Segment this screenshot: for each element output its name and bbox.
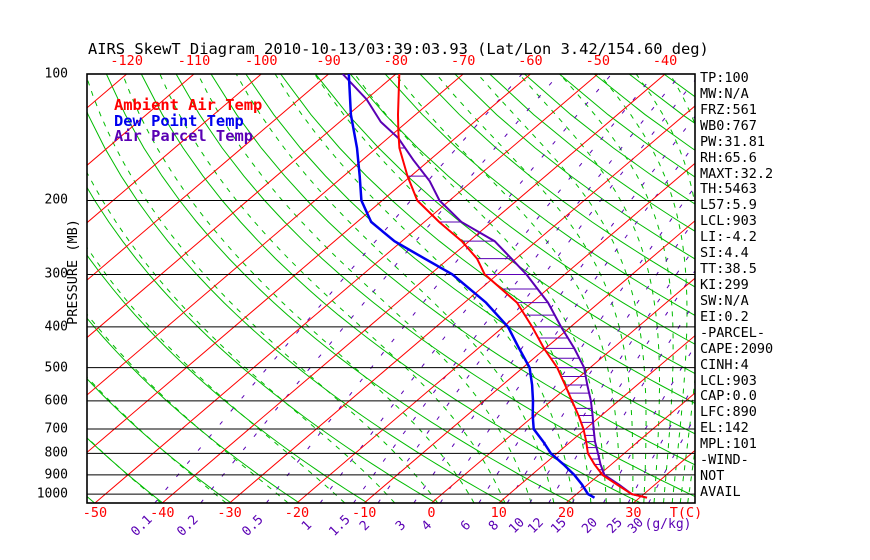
temp-unit-label: T(C)	[669, 505, 703, 521]
bottom-temp-tick: 10	[490, 505, 507, 521]
panel-line: WB0:767	[700, 117, 757, 134]
pressure-tick: 100	[44, 66, 68, 82]
panel-line: LFC:890	[700, 404, 757, 421]
top-temp-tick: -80	[383, 53, 409, 69]
pressure-tick: 200	[44, 192, 68, 208]
panel-line: CINH:4	[700, 356, 749, 373]
top-temp-tick: -110	[177, 53, 211, 69]
panel-line: RH:65.6	[700, 149, 757, 166]
panel-line: PW:31.81	[700, 133, 766, 150]
dew-point-temp-curve	[347, 74, 596, 499]
bottom-temp-tick: 20	[557, 505, 575, 521]
sounding-indices-panel: TP:100 MW:N/A FRZ:561 WB0:767 PW:31.81 RH:65.…	[700, 70, 774, 501]
panel-line: TP:100	[700, 70, 749, 86]
legend-air-parcel: Air Parcel Temp	[114, 127, 253, 145]
bottom-temp-tick: -50	[82, 505, 108, 521]
panel-line: LI:-4.2	[700, 229, 757, 246]
panel-line: TT:38.5	[700, 261, 757, 278]
pressure-tick: 700	[44, 421, 68, 437]
ambient-air-temp-curve	[396, 74, 648, 499]
air-parcel-temp-curve	[341, 74, 648, 499]
mixing-unit-label: (g/kg)	[644, 517, 692, 532]
panel-line: EI:0.2	[700, 308, 749, 325]
bottom-temp-tick: 0	[427, 505, 436, 521]
page-title: AIRS SkewT Diagram 2010-10-13/03:39:03.9…	[88, 40, 709, 58]
panel-line: MPL:101	[700, 436, 757, 453]
sounding-curves	[341, 74, 648, 499]
panel-line: TH:5463	[700, 181, 757, 198]
panel-line: LCL:903	[700, 213, 757, 230]
pressure-tick: 300	[44, 266, 68, 282]
top-temp-tick: -120	[110, 53, 143, 69]
panel-line: MW:N/A	[700, 85, 749, 102]
panel-line: KI:299	[700, 276, 749, 293]
bottom-temp-tick: -10	[351, 505, 377, 521]
bottom-temp-tick: -30	[217, 505, 242, 521]
panel-line: -WIND-	[700, 452, 749, 469]
panel-line: L57:5.9	[700, 197, 757, 214]
top-temp-tick: -50	[585, 53, 610, 69]
top-temp-tick: -70	[450, 53, 476, 69]
pressure-tick: 1000	[36, 486, 68, 502]
pressure-tick: 900	[44, 467, 68, 483]
pressure-tick: 500	[44, 360, 68, 376]
panel-line: FRZ:561	[700, 101, 757, 118]
panel-line: AVAIL	[700, 483, 741, 500]
top-temp-tick: -100	[245, 53, 278, 69]
bottom-temp-tick: -20	[284, 505, 310, 521]
panel-line: SW:N/A	[700, 292, 749, 309]
panel-line: LCL:903	[700, 372, 757, 389]
panel-line: SI:4.4	[700, 245, 749, 262]
pressure-tick: 600	[44, 393, 68, 409]
legend-dew-point: Dew Point Temp	[114, 112, 244, 130]
panel-line: EL:142	[700, 420, 749, 437]
bottom-temp-tick: 30	[625, 505, 642, 521]
top-temp-tick: -40	[652, 53, 678, 69]
legend-ambient-temp: Ambient Air Temp	[114, 96, 263, 114]
pressure-tick: 800	[44, 445, 68, 461]
panel-line: NOT	[700, 468, 725, 485]
bottom-temp-tick: -40	[150, 505, 175, 521]
plot-border	[86, 73, 696, 504]
panel-line: -PARCEL-	[700, 324, 766, 341]
pressure-tick: 400	[44, 319, 68, 335]
panel-line: MAXT:32.2	[700, 165, 774, 182]
panel-line: CAPE:2090	[700, 340, 774, 357]
top-temp-tick: -90	[316, 53, 341, 69]
panel-line: CAP:0.0	[700, 388, 757, 405]
top-temp-tick: -60	[518, 53, 543, 69]
